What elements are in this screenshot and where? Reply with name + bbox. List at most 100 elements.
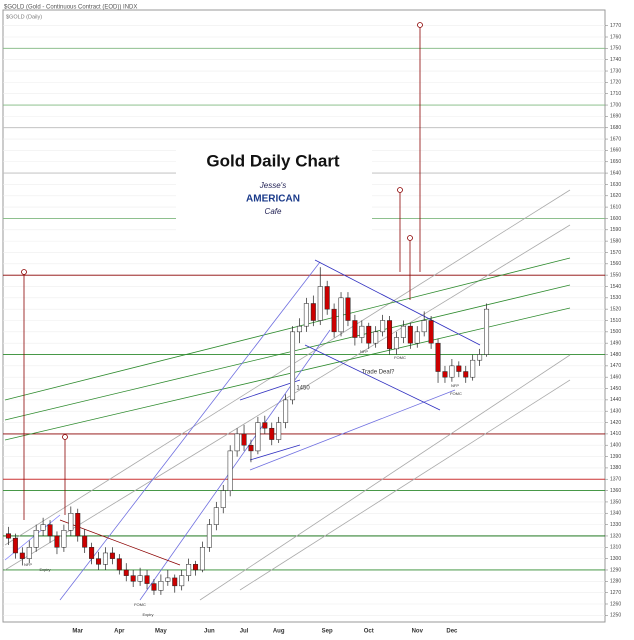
y-tick-label: 1760 xyxy=(610,34,621,40)
candle-body xyxy=(102,552,108,565)
x-tick-label: Sep xyxy=(322,629,333,635)
logo-text: Jesse's xyxy=(259,181,286,190)
x-tick-label: Apr xyxy=(114,629,125,635)
candle-body xyxy=(96,558,102,565)
y-tick-label: 1470 xyxy=(610,363,621,369)
candle-body xyxy=(123,569,129,576)
y-tick-label: 1750 xyxy=(610,46,621,52)
candle-body xyxy=(19,552,25,559)
y-tick-label: 1370 xyxy=(610,477,621,483)
candle-body xyxy=(345,297,351,321)
candle-body xyxy=(400,325,406,338)
y-tick-label: 1450 xyxy=(610,386,621,392)
x-tick-label: Nov xyxy=(412,629,424,635)
y-tick-label: 1640 xyxy=(610,170,621,176)
y-tick-label: 1530 xyxy=(610,295,621,301)
candle-body xyxy=(109,552,115,559)
candle-body xyxy=(352,320,358,338)
candle-body xyxy=(193,564,199,571)
candle-body xyxy=(248,444,254,452)
candle-body xyxy=(213,507,219,525)
y-tick-label: 1500 xyxy=(610,329,621,335)
candle-body xyxy=(33,530,39,548)
y-tick-label: 1570 xyxy=(610,250,621,256)
y-tick-label: 1610 xyxy=(610,204,621,210)
candle-body xyxy=(484,308,490,355)
x-tick-label: Mar xyxy=(72,629,83,635)
candle-body xyxy=(380,320,386,333)
candle-body xyxy=(255,422,261,452)
y-tick-label: 1250 xyxy=(610,613,621,619)
annotation: NFP xyxy=(24,562,32,567)
y-tick-label: 1710 xyxy=(610,91,621,97)
candle-body xyxy=(435,342,441,372)
y-tick-label: 1270 xyxy=(610,590,621,596)
candle-body xyxy=(12,537,18,554)
header: $GOLD (Gold - Continuous Contract (EOD))… xyxy=(4,5,137,11)
candle-body xyxy=(276,422,282,440)
y-tick-label: 1480 xyxy=(610,352,621,358)
candle-body xyxy=(269,427,275,440)
annotation: 1450 xyxy=(296,386,310,392)
candle-body xyxy=(324,286,330,310)
y-tick-label: 1260 xyxy=(610,601,621,607)
y-tick-label: 1320 xyxy=(610,533,621,539)
candle-body xyxy=(456,365,462,372)
candle-body xyxy=(165,577,171,582)
candle-body xyxy=(40,524,46,531)
candle-body xyxy=(82,535,88,548)
y-tick-label: 1420 xyxy=(610,420,621,426)
y-tick-label: 1410 xyxy=(610,431,621,437)
candle-body xyxy=(283,399,289,423)
candle-body xyxy=(151,583,157,591)
candle-body xyxy=(359,325,365,338)
candle-body xyxy=(206,524,212,548)
candle-body xyxy=(428,320,434,344)
x-tick-label: Dec xyxy=(446,629,458,635)
y-tick-label: 1340 xyxy=(610,511,621,517)
y-tick-label: 1350 xyxy=(610,499,621,505)
y-tick-label: 1600 xyxy=(610,216,621,222)
y-tick-label: 1390 xyxy=(610,454,621,460)
y-tick-label: 1650 xyxy=(610,159,621,165)
candle-body xyxy=(421,320,427,333)
candle-body xyxy=(179,575,185,587)
candle-body xyxy=(470,359,476,378)
y-tick-label: 1440 xyxy=(610,397,621,403)
candle-body xyxy=(199,547,205,571)
y-tick-label: 1580 xyxy=(610,238,621,244)
candle-body xyxy=(387,320,393,350)
logo-text: Cafe xyxy=(265,207,282,216)
y-tick-label: 1660 xyxy=(610,148,621,154)
y-tick-label: 1460 xyxy=(610,375,621,381)
y-tick-label: 1360 xyxy=(610,488,621,494)
candle-body xyxy=(262,422,268,429)
candle-body xyxy=(234,433,240,452)
annotation: Expiry xyxy=(142,612,153,617)
plot-frame xyxy=(2,9,606,623)
candle-body xyxy=(89,547,95,559)
candle-body xyxy=(227,450,233,491)
y-tick-label: 1630 xyxy=(610,182,621,188)
candle-body xyxy=(393,337,399,350)
target-markers xyxy=(21,22,423,520)
y-tick-label: 1740 xyxy=(610,57,621,63)
y-tick-label: 1720 xyxy=(610,80,621,86)
candle-body xyxy=(373,331,379,344)
candle-body xyxy=(303,303,309,327)
candle-body xyxy=(5,533,11,539)
x-tick-label: Aug xyxy=(273,629,285,635)
y-tick-label: 1310 xyxy=(610,545,621,551)
y-tick-label: 1590 xyxy=(610,227,621,233)
y-tick-label: 1430 xyxy=(610,409,621,415)
candle-body xyxy=(61,530,67,548)
annotation: FOMC xyxy=(394,355,406,360)
y-tick-label: 1670 xyxy=(610,136,621,142)
candle-body xyxy=(366,325,372,344)
candle-body xyxy=(26,547,32,559)
candle-body xyxy=(338,297,344,333)
annotation: FOMC xyxy=(450,391,462,396)
y-tick-label: 1540 xyxy=(610,284,621,290)
candle-body xyxy=(47,524,53,537)
